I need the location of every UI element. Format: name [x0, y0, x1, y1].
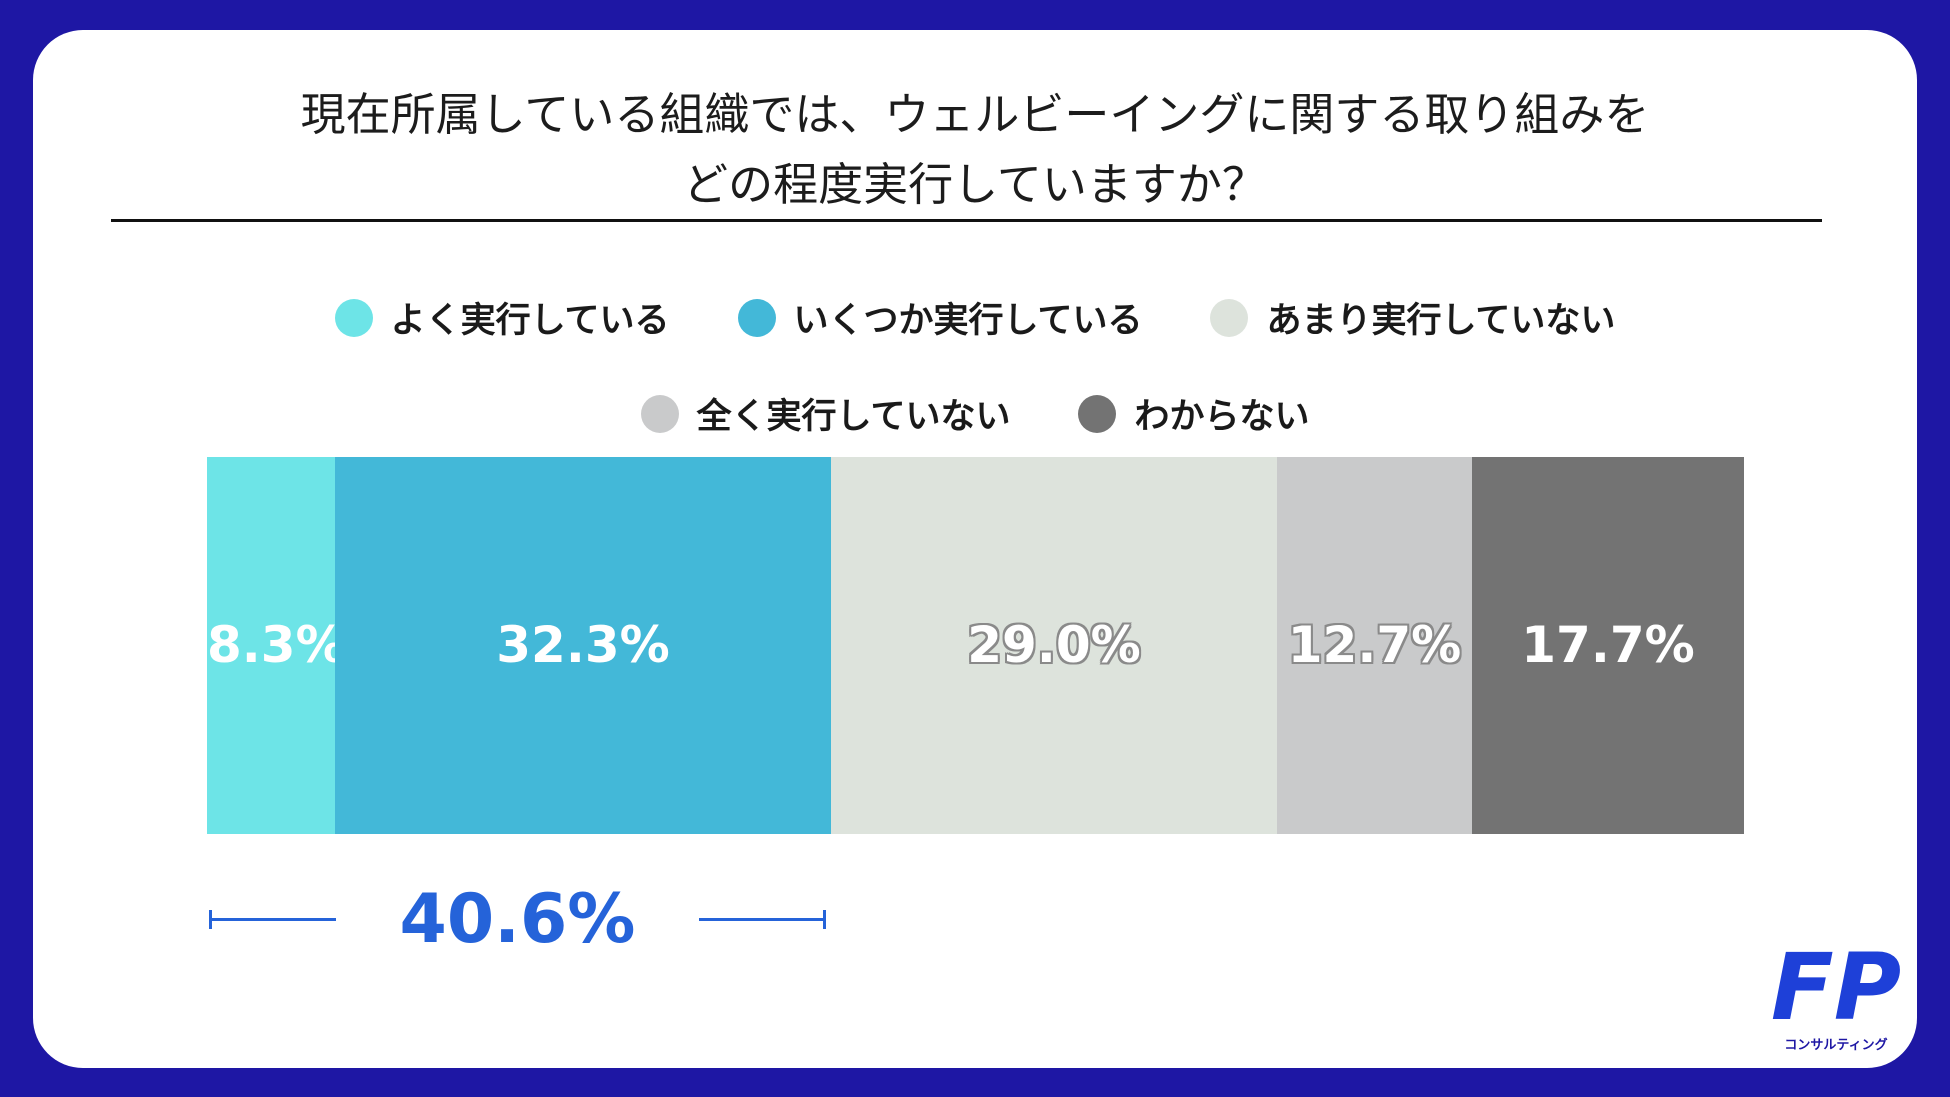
- bar-label-well-done: 8.3%: [207, 616, 346, 674]
- legend-swatch-unknown: [1078, 394, 1117, 433]
- annotation-line-right: [699, 918, 826, 921]
- legend-row-2: 全く実行していない わからない: [33, 388, 1917, 439]
- legend-label-not-done: 全く実行していない: [696, 397, 1011, 437]
- logo-text: FP: [1771, 934, 1901, 1041]
- legend-row-1: よく実行している いくつか実行している あまり実行していない: [33, 292, 1917, 343]
- stacked-bar: 8.3% 32.3% 29.0% 12.7% 17.7%: [207, 457, 1744, 834]
- legend-swatch-well-done: [334, 298, 373, 337]
- legend-label-well-done: よく実行している: [390, 301, 670, 341]
- bar-label-rarely-done: 29.0%: [967, 616, 1141, 674]
- legend-label-some-done: いくつか実行している: [793, 301, 1143, 341]
- legend-label-rarely-done: あまり実行していない: [1266, 301, 1616, 341]
- chart-title-line-2: どの程度実行していますか？: [683, 158, 1267, 211]
- bar-segment-rarely-done: [831, 457, 1277, 834]
- legend-item-not-done: 全く実行していない: [640, 388, 1011, 439]
- fp-consulting-logo: FP コンサルティング: [1771, 934, 1901, 1053]
- bar-segment-some-done: [335, 457, 831, 834]
- annotation-value: 40.6%: [399, 880, 636, 959]
- legend-item-rarely-done: あまり実行していない: [1210, 292, 1615, 343]
- legend-label-unknown: わからない: [1134, 397, 1310, 437]
- legend-item-unknown: わからない: [1078, 388, 1309, 439]
- bar-segment-unknown: [1472, 457, 1744, 834]
- title-divider: [111, 219, 1822, 222]
- legend-item-some-done: いくつか実行している: [737, 292, 1143, 343]
- bar-label-not-done: 12.7%: [1287, 616, 1462, 674]
- legend-swatch-some-done: [737, 298, 776, 337]
- annotation-line-left: [209, 918, 336, 921]
- legend-swatch-not-done: [640, 394, 679, 433]
- chart-title: 現在所属している組織では、ウェルビーイングに関する取り組みを どの程度実行してい…: [33, 80, 1917, 220]
- legend-swatch-rarely-done: [1210, 298, 1249, 337]
- legend-item-well-done: よく実行している: [334, 292, 670, 343]
- bar-label-some-done: 32.3%: [496, 616, 670, 674]
- bar-label-unknown: 17.7%: [1521, 616, 1695, 674]
- combined-share-annotation: 40.6%: [209, 875, 826, 965]
- card: 現在所属している組織では、ウェルビーイングに関する取り組みを どの程度実行してい…: [33, 30, 1917, 1068]
- logo-subtext: コンサルティング: [1784, 1037, 1887, 1053]
- chart-title-line-1: 現在所属している組織では、ウェルビーイングに関する取り組みを: [300, 88, 1650, 141]
- bar-segment-not-done: [1277, 457, 1472, 834]
- annotation-cap-right: [823, 910, 826, 929]
- bar-segment-well-done: [207, 457, 335, 834]
